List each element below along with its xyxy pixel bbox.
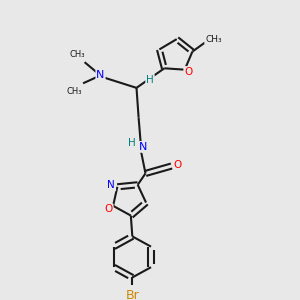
Text: CH₃: CH₃: [69, 50, 85, 59]
Text: CH₃: CH₃: [205, 34, 222, 43]
Text: CH₃: CH₃: [66, 87, 82, 96]
Text: O: O: [184, 67, 192, 77]
Text: N: N: [96, 70, 105, 80]
Text: H: H: [128, 139, 136, 148]
Text: O: O: [173, 160, 182, 170]
Text: N: N: [107, 180, 115, 190]
Text: H: H: [146, 75, 154, 85]
Text: N: N: [139, 142, 148, 152]
Text: Br: Br: [125, 289, 139, 300]
Text: O: O: [104, 204, 113, 214]
